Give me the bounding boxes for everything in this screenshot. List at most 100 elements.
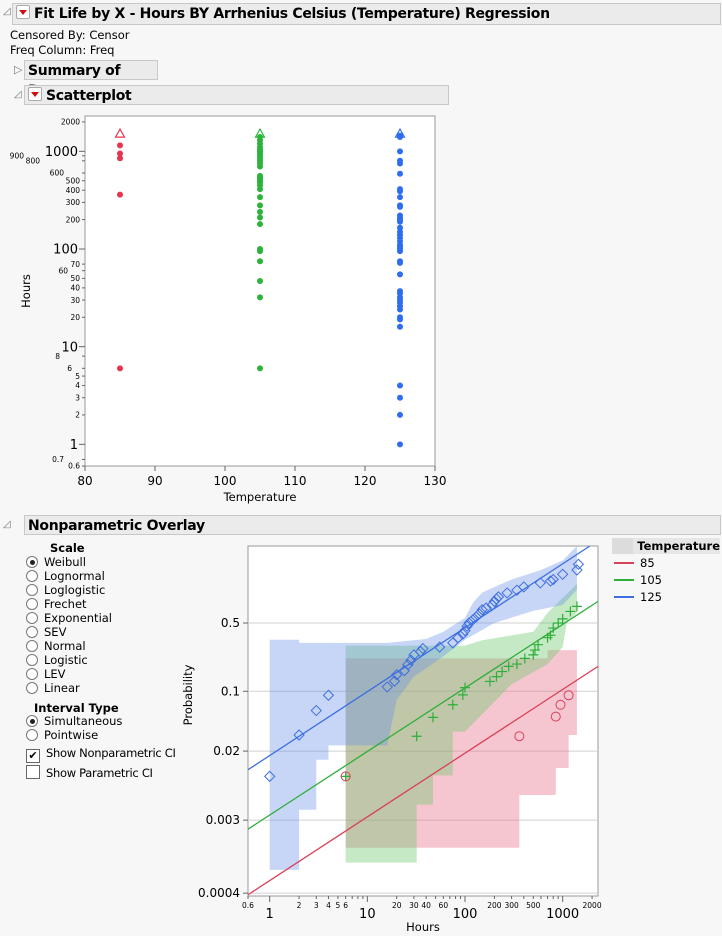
radio-button-icon[interactable]: [26, 654, 38, 666]
plot-frame: [247, 545, 599, 897]
show-parametric-ci-checkbox[interactable]: Show Parametric CI: [26, 765, 153, 780]
radio-loglogistic[interactable]: Loglogistic: [26, 583, 105, 597]
data-point: [322, 689, 335, 701]
data-point: [457, 689, 468, 700]
data-point: [427, 712, 438, 723]
x-tick-label: 90: [147, 474, 162, 488]
x-tick-label: 2000: [583, 901, 602, 910]
scale-label: Scale: [50, 541, 85, 555]
radio-sev[interactable]: SEV: [26, 625, 66, 639]
radio-label: Lognormal: [44, 569, 105, 583]
radio-label: Loglogistic: [44, 583, 106, 597]
radio-normal[interactable]: Normal: [26, 639, 86, 653]
radio-simultaneous[interactable]: Simultaneous: [26, 714, 122, 728]
radio-label: Pointwise: [44, 728, 99, 742]
y-tick-label: 500: [66, 176, 81, 185]
nonparametric-overlay-chart: 0.5 0.1 0.02 0.003 0.0004 1 10 100 1000 0.6 2 3 4 5 6 2…: [181, 545, 602, 934]
radio-weibull[interactable]: Weibull: [26, 555, 86, 569]
legend-item[interactable]: 85: [612, 554, 720, 571]
x-tick-label: 3: [314, 901, 319, 910]
data-point: [263, 770, 276, 783]
radio-lognormal[interactable]: Lognormal: [26, 569, 105, 583]
radio-lev[interactable]: LEV: [26, 667, 66, 681]
censored-marker: [114, 127, 126, 138]
disclosure-icon[interactable]: ◿: [14, 89, 22, 100]
data-point: [257, 294, 263, 301]
radio-button-icon[interactable]: [26, 626, 38, 638]
y-tick-label: 40: [70, 284, 80, 293]
data-point: [310, 704, 322, 717]
data-point: [411, 731, 422, 742]
x-tick-label: 40: [421, 901, 431, 910]
data-point: [503, 661, 514, 672]
legend-item[interactable]: 105: [612, 571, 720, 588]
y-tick-label: 0.1: [221, 684, 240, 698]
radio-button-icon[interactable]: [26, 682, 38, 694]
y-tick-label: 1: [70, 438, 78, 453]
legend-swatch: [614, 561, 634, 564]
legend-item[interactable]: 125: [612, 588, 720, 605]
data-point: [460, 682, 471, 693]
radio-button-icon[interactable]: [26, 612, 38, 624]
legend-label: 85: [640, 555, 655, 570]
data-point: [397, 394, 403, 401]
radio-pointwise[interactable]: Pointwise: [26, 728, 98, 742]
radio-frechet[interactable]: Frechet: [26, 597, 87, 611]
radio-linear[interactable]: Linear: [26, 681, 80, 695]
y-tick-label: 5: [75, 372, 80, 381]
red-triangle-menu-icon[interactable]: [28, 87, 42, 101]
radio-button-icon[interactable]: [26, 715, 38, 727]
data-point: [340, 771, 351, 782]
scatterplot-header[interactable]: Scatterplot: [24, 85, 449, 105]
x-tick-label: 30: [409, 901, 419, 910]
summary-of-data-header[interactable]: Summary of Data: [24, 60, 158, 99]
data-point: [563, 690, 574, 701]
nonparametric-overlay-header[interactable]: Nonparametric Overlay: [24, 515, 721, 535]
data-point: [528, 649, 539, 660]
y-tick-label: 800: [26, 156, 41, 165]
data-point: [257, 208, 263, 215]
data-point: [491, 671, 502, 682]
radio-button-icon[interactable]: [26, 570, 38, 582]
radio-button-icon[interactable]: [26, 640, 38, 652]
radio-button-icon[interactable]: [26, 584, 38, 596]
fit-line-125: [248, 546, 591, 771]
checkmark-icon[interactable]: ✔: [26, 749, 40, 763]
radio-button-icon[interactable]: [26, 668, 38, 680]
show-nonparametric-ci-checkbox[interactable]: ✔ Show Nonparametric CI: [26, 746, 176, 763]
y-tick-label: 2000: [61, 118, 80, 127]
disclosure-icon[interactable]: ◿: [3, 519, 11, 530]
data-point: [397, 314, 403, 321]
y-tick-label: 8: [55, 352, 60, 361]
radio-button-icon[interactable]: [26, 556, 38, 568]
radio-button-icon[interactable]: [26, 729, 38, 741]
data-point: [257, 278, 263, 285]
radio-exponential[interactable]: Exponential: [26, 611, 112, 625]
expand-icon[interactable]: ▷: [14, 63, 23, 76]
y-tick-label: 2: [75, 411, 80, 420]
y-tick-label: 600: [50, 169, 65, 178]
legend-swatch: [614, 578, 634, 581]
radio-button-icon[interactable]: [26, 598, 38, 610]
red-triangle-menu-icon[interactable]: [16, 5, 30, 19]
x-tick-label: 60: [439, 901, 449, 910]
interval-type-label: Interval Type: [34, 701, 119, 715]
data-point: [497, 666, 508, 677]
data-point: [433, 641, 446, 653]
radio-label: Frechet: [44, 597, 87, 611]
censored-marker: [394, 127, 406, 138]
legend-swatch: [614, 595, 634, 598]
data-point: [484, 676, 495, 687]
data-point: [397, 271, 403, 278]
data-point: [117, 150, 123, 157]
checkbox-empty-icon[interactable]: [26, 765, 40, 779]
data-point: [461, 620, 473, 632]
x-tick-label: 0.6: [242, 901, 254, 910]
data-point: [388, 675, 401, 687]
y-tick-label: 300: [66, 198, 81, 207]
y-tick-label: 0.7: [52, 455, 64, 464]
radio-logistic[interactable]: Logistic: [26, 653, 88, 667]
disclosure-icon[interactable]: ◿: [3, 6, 11, 17]
radio-label: LEV: [44, 667, 66, 681]
x-tick-label: 110: [284, 474, 307, 488]
